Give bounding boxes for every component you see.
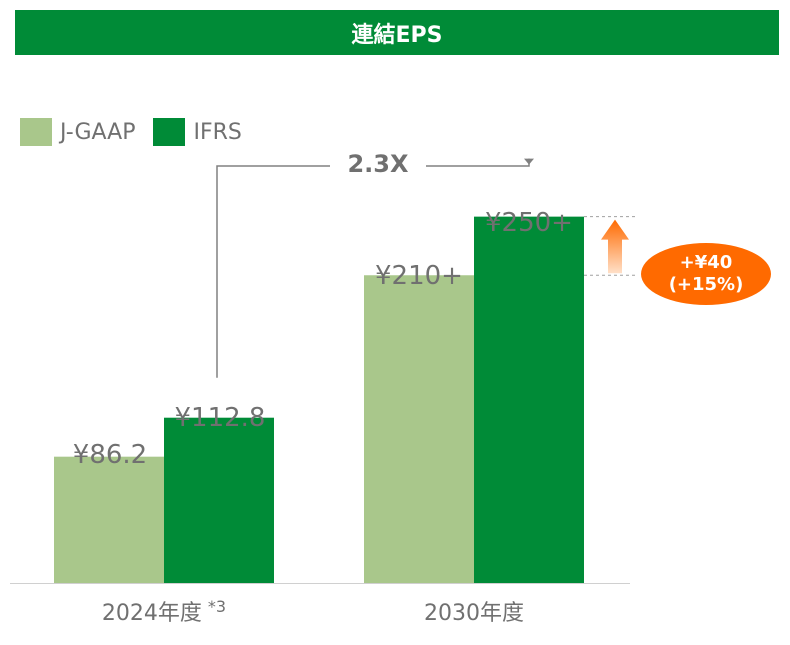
x-tick-2024-note: *3 xyxy=(207,596,227,616)
difference-up-arrow xyxy=(601,219,629,274)
legend-item-j-gaap: J-GAAP xyxy=(20,118,135,146)
bar-2024-j-gaap xyxy=(54,456,164,583)
growth-multiplier-label: 2.3X xyxy=(330,150,426,178)
bar-2030-j-gaap xyxy=(364,275,474,583)
data-label-2030-j-gaap: ¥210+ xyxy=(375,261,463,291)
difference-badge: +¥40 (+15%) xyxy=(641,243,771,305)
data-label-2024-j-gaap: ¥86.2 xyxy=(72,440,148,470)
x-tick-2024: 2024年度 *3 xyxy=(44,595,284,627)
chart-title: 連結EPS xyxy=(15,10,779,55)
legend-item-ifrs: IFRS xyxy=(153,118,242,146)
legend: J-GAAP IFRS xyxy=(20,117,260,147)
data-label-2024-ifrs: ¥112.8 xyxy=(174,403,266,433)
legend-label-ifrs: IFRS xyxy=(193,119,242,145)
difference-amount: +¥40 xyxy=(679,252,733,273)
x-tick-2024-text: 2024年度 xyxy=(101,601,202,626)
x-tick-2030: 2030年度 xyxy=(424,601,524,626)
legend-swatch-j-gaap xyxy=(20,118,52,146)
legend-swatch-ifrs xyxy=(153,118,186,146)
growth-bracket-arrowhead xyxy=(524,158,534,165)
bar-2030-ifrs xyxy=(474,216,584,584)
legend-label-j-gaap: J-GAAP xyxy=(60,119,136,145)
bar-2024-ifrs xyxy=(164,417,274,583)
data-label-2030-ifrs: ¥250+ xyxy=(485,208,573,238)
difference-percent: (+15%) xyxy=(668,274,744,295)
